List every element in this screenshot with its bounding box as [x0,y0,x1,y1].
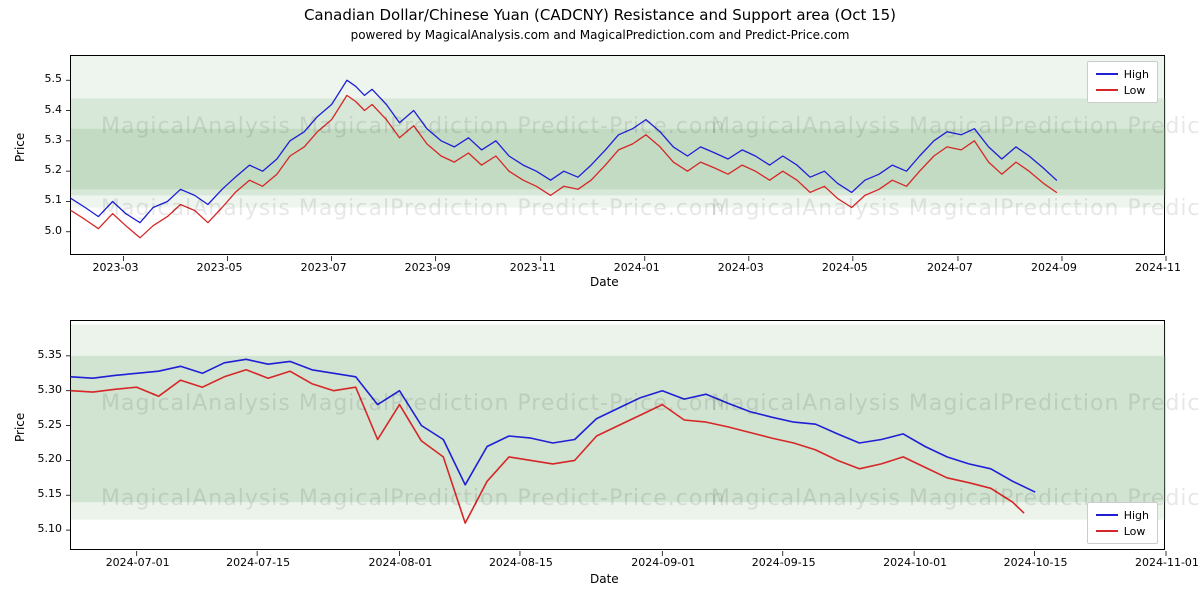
legend-item: Low [1096,82,1149,98]
legend-label: High [1124,509,1149,522]
legend-label: Low [1124,525,1146,538]
ytick-label: 5.25 [38,418,63,431]
legend-swatch [1096,73,1118,75]
xtick-label: 2024-07-15 [226,556,290,569]
xtick-label: 2024-05 [822,261,868,274]
xtick-label: 2024-11 [1135,261,1181,274]
xtick-label: 2023-03 [93,261,139,274]
bottom-chart-ylabel: Price [13,422,27,442]
bottom-chart-xlabel: Date [590,572,619,586]
ytick-label: 5.35 [38,348,63,361]
top-chart-xlabel: Date [590,275,619,289]
xtick-label: 2024-01 [614,261,660,274]
bottom-chart-svg [71,321,1166,551]
xtick-label: 2024-07-01 [106,556,170,569]
ytick-label: 5.5 [45,72,63,85]
ytick-label: 5.1 [45,193,63,206]
legend-label: High [1124,68,1149,81]
ytick-label: 5.4 [45,103,63,116]
xtick-label: 2024-11-01 [1135,556,1199,569]
chart-title: Canadian Dollar/Chinese Yuan (CADCNY) Re… [304,6,896,24]
legend-label: Low [1124,84,1146,97]
xtick-label: 2023-05 [197,261,243,274]
legend-swatch [1096,89,1118,91]
xtick-label: 2024-03 [718,261,764,274]
legend-item: Low [1096,523,1149,539]
legend-item: High [1096,66,1149,82]
ytick-label: 5.30 [38,383,63,396]
legend-swatch [1096,530,1118,532]
top-chart-legend: High Low [1087,61,1158,103]
xtick-label: 2024-09-15 [752,556,816,569]
ytick-label: 5.15 [38,487,63,500]
legend-item: High [1096,507,1149,523]
legend-swatch [1096,514,1118,516]
ytick-label: 5.10 [38,522,63,535]
top-chart-panel: MagicalAnalysis MagicalPrediction Predic… [70,55,1165,255]
top-chart-ylabel: Price [13,142,27,162]
top-chart-svg [71,56,1166,256]
ytick-label: 5.0 [45,224,63,237]
figure: Canadian Dollar/Chinese Yuan (CADCNY) Re… [0,0,1200,600]
xtick-label: 2024-10-01 [883,556,947,569]
ytick-label: 5.2 [45,163,63,176]
xtick-label: 2024-10-15 [1004,556,1068,569]
bottom-chart-panel: MagicalAnalysis MagicalPrediction Predic… [70,320,1165,550]
xtick-label: 2024-09 [1031,261,1077,274]
ytick-label: 5.20 [38,452,63,465]
xtick-label: 2024-08-15 [489,556,553,569]
chart-subtitle: powered by MagicalAnalysis.com and Magic… [351,28,850,42]
ytick-label: 5.3 [45,133,63,146]
xtick-label: 2023-11 [510,261,556,274]
xtick-label: 2023-07 [301,261,347,274]
xtick-label: 2024-07 [927,261,973,274]
xtick-label: 2023-09 [405,261,451,274]
xtick-label: 2024-08-01 [369,556,433,569]
bottom-chart-legend: High Low [1087,502,1158,544]
xtick-label: 2024-09-01 [631,556,695,569]
